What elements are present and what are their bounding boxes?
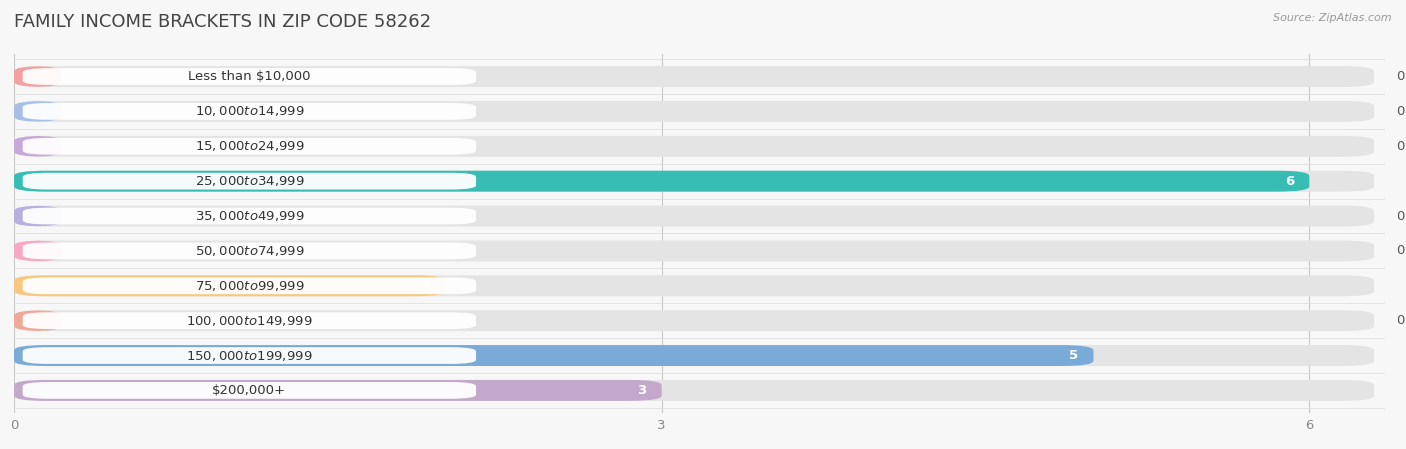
FancyBboxPatch shape xyxy=(14,380,1374,401)
FancyBboxPatch shape xyxy=(14,66,62,87)
FancyBboxPatch shape xyxy=(14,275,446,296)
FancyBboxPatch shape xyxy=(14,101,1374,122)
FancyBboxPatch shape xyxy=(14,171,1309,192)
FancyBboxPatch shape xyxy=(14,275,1374,296)
Text: 3: 3 xyxy=(637,384,647,397)
Text: 0: 0 xyxy=(1396,70,1405,83)
Text: $10,000 to $14,999: $10,000 to $14,999 xyxy=(194,105,304,119)
Text: $50,000 to $74,999: $50,000 to $74,999 xyxy=(194,244,304,258)
FancyBboxPatch shape xyxy=(22,138,477,154)
Text: 0: 0 xyxy=(1396,314,1405,327)
FancyBboxPatch shape xyxy=(14,171,1374,192)
Text: $100,000 to $149,999: $100,000 to $149,999 xyxy=(186,314,312,328)
Text: 0: 0 xyxy=(1396,105,1405,118)
Text: FAMILY INCOME BRACKETS IN ZIP CODE 58262: FAMILY INCOME BRACKETS IN ZIP CODE 58262 xyxy=(14,13,432,31)
Text: $15,000 to $24,999: $15,000 to $24,999 xyxy=(194,139,304,153)
Text: Less than $10,000: Less than $10,000 xyxy=(188,70,311,83)
FancyBboxPatch shape xyxy=(22,103,477,120)
Text: 5: 5 xyxy=(1069,349,1078,362)
FancyBboxPatch shape xyxy=(14,310,62,331)
FancyBboxPatch shape xyxy=(14,136,62,157)
FancyBboxPatch shape xyxy=(22,173,477,189)
FancyBboxPatch shape xyxy=(14,310,1374,331)
FancyBboxPatch shape xyxy=(14,241,62,261)
FancyBboxPatch shape xyxy=(14,206,1374,226)
FancyBboxPatch shape xyxy=(22,68,477,85)
FancyBboxPatch shape xyxy=(22,382,477,399)
Text: $150,000 to $199,999: $150,000 to $199,999 xyxy=(186,348,312,362)
FancyBboxPatch shape xyxy=(22,313,477,329)
Text: 0: 0 xyxy=(1396,244,1405,257)
FancyBboxPatch shape xyxy=(14,136,1374,157)
FancyBboxPatch shape xyxy=(14,241,1374,261)
Text: Source: ZipAtlas.com: Source: ZipAtlas.com xyxy=(1274,13,1392,23)
Text: $35,000 to $49,999: $35,000 to $49,999 xyxy=(194,209,304,223)
FancyBboxPatch shape xyxy=(22,347,477,364)
Text: $25,000 to $34,999: $25,000 to $34,999 xyxy=(194,174,304,188)
FancyBboxPatch shape xyxy=(22,208,477,224)
FancyBboxPatch shape xyxy=(14,66,1374,87)
FancyBboxPatch shape xyxy=(14,345,1374,366)
Text: $75,000 to $99,999: $75,000 to $99,999 xyxy=(194,279,304,293)
Text: 2: 2 xyxy=(422,279,430,292)
FancyBboxPatch shape xyxy=(14,380,662,401)
Text: 0: 0 xyxy=(1396,140,1405,153)
FancyBboxPatch shape xyxy=(14,101,62,122)
FancyBboxPatch shape xyxy=(22,242,477,259)
Text: $200,000+: $200,000+ xyxy=(212,384,287,397)
Text: 0: 0 xyxy=(1396,210,1405,223)
FancyBboxPatch shape xyxy=(14,345,1094,366)
FancyBboxPatch shape xyxy=(22,277,477,294)
FancyBboxPatch shape xyxy=(14,206,62,226)
Text: 6: 6 xyxy=(1285,175,1295,188)
